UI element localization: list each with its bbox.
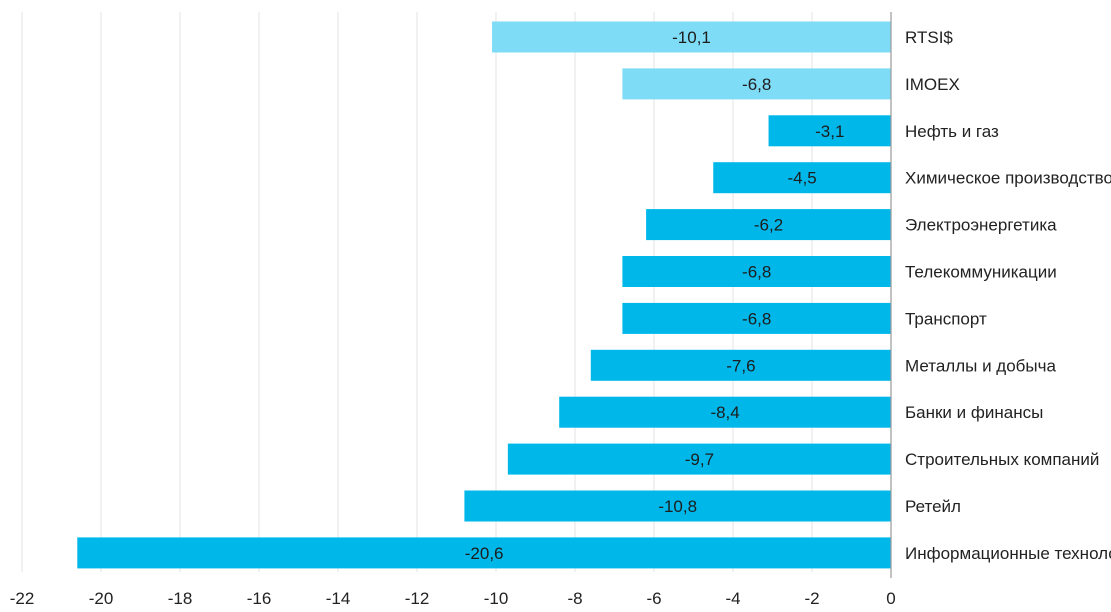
x-tick-label: -22 — [10, 589, 35, 608]
x-tick-label: -16 — [247, 589, 272, 608]
category-label: Электроэнергетика — [905, 216, 1057, 235]
category-labels: RTSI$ IMOEX Нефть и газ Химическое производ… — [905, 28, 1111, 563]
bar — [492, 21, 891, 53]
bar — [622, 302, 891, 334]
x-tick-label: 0 — [886, 589, 895, 608]
bar-value-label: -7,6 — [726, 356, 755, 375]
x-tick-label: -20 — [89, 589, 114, 608]
bar — [646, 209, 891, 241]
category-label: RTSI$ — [905, 28, 953, 47]
bar — [713, 162, 891, 194]
category-label: Нефть и газ — [905, 122, 999, 141]
bar-value-label: -10,8 — [658, 497, 697, 516]
bar — [768, 115, 891, 147]
category-label: Строительных компаний — [905, 450, 1099, 469]
grid-lines — [21, 12, 813, 572]
x-tick-label: -10 — [484, 589, 509, 608]
x-tick-label: -2 — [804, 589, 819, 608]
category-label: Телекоммуникации — [905, 263, 1057, 282]
bar-value-label: -8,4 — [710, 403, 739, 422]
x-tick-label: -6 — [646, 589, 661, 608]
x-tick-label: -4 — [725, 589, 740, 608]
category-label: Ретейл — [905, 497, 961, 516]
bar — [622, 256, 891, 287]
bar-value-label: -4,5 — [787, 169, 816, 188]
bars: -10,1 -6,8 -3,1 -4,5 -6,2 -6,8 -6,8 -7,6 -8,4 -9,… — [77, 21, 892, 569]
category-label: Химическое производство — [905, 169, 1111, 188]
bar — [77, 537, 892, 569]
bar — [507, 443, 891, 475]
bar — [622, 68, 891, 100]
category-label: Транспорт — [905, 309, 987, 328]
bar-value-label: -9,7 — [685, 450, 714, 469]
bar-value-label: -20,6 — [465, 544, 504, 563]
bar — [464, 490, 891, 522]
bar-value-label: -3,1 — [815, 122, 844, 141]
category-label: Банки и финансы — [905, 403, 1043, 422]
x-tick-label: -12 — [405, 589, 430, 608]
category-label: Металлы и добыча — [905, 356, 1056, 375]
bar-value-label: -6,8 — [742, 263, 771, 282]
x-tick-label: -14 — [326, 589, 351, 608]
category-label: IMOEX — [905, 75, 960, 94]
x-tick-label: -8 — [567, 589, 582, 608]
category-label: Информационные технологии — [905, 544, 1111, 563]
bar-value-label: -10,1 — [672, 28, 711, 47]
bar-value-label: -6,8 — [742, 75, 771, 94]
bar-value-label: -6,8 — [742, 309, 771, 328]
bar — [590, 349, 891, 381]
x-axis: -22 -20 -18 -16 -14 -12 -10 -8 -6 -4 -2 0 — [10, 12, 896, 608]
x-tick-label: -18 — [168, 589, 193, 608]
bar-value-label: -6,2 — [754, 216, 783, 235]
bar — [559, 396, 891, 428]
